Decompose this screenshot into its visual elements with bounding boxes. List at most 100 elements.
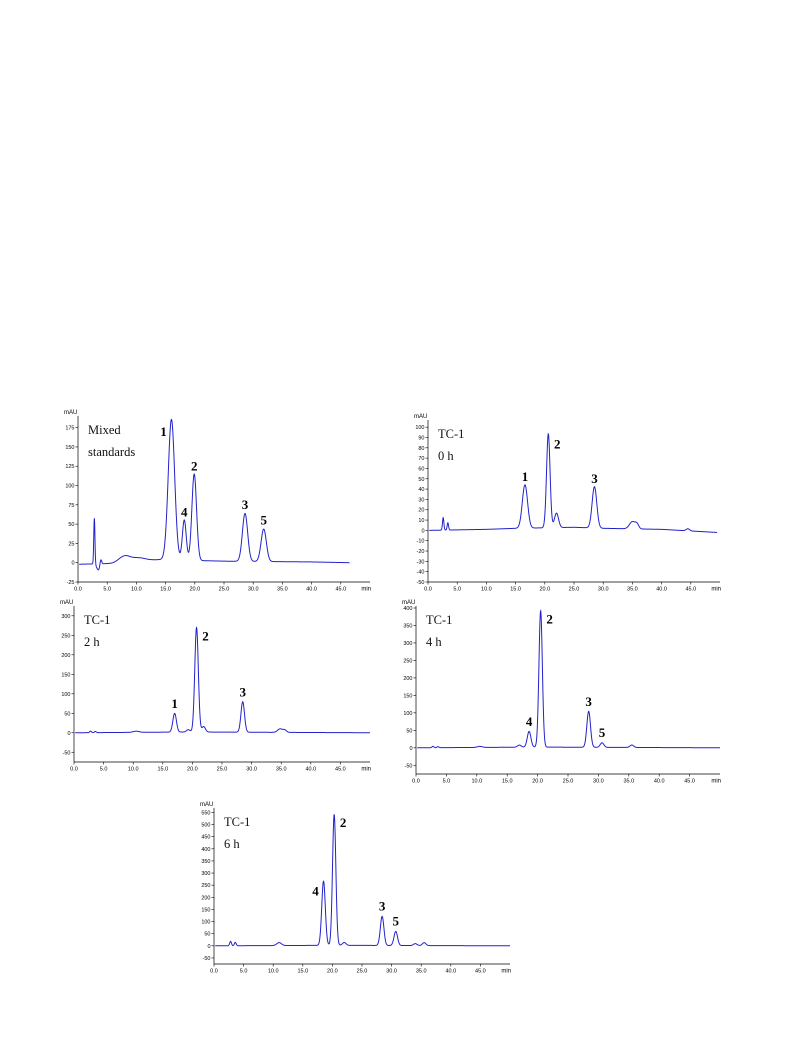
chart-4-xtick-label-1: 5.0 — [240, 969, 248, 975]
chart-0-ylabel: mAU — [64, 410, 77, 416]
chart-0-peak-label-5: 5 — [260, 512, 267, 527]
chart-0-ytick-label-0: -25 — [67, 580, 75, 586]
chart-1-xtick-label-2: 10.0 — [481, 587, 492, 593]
chart-0-ytick-label-2: 25 — [68, 541, 74, 547]
chart-4-xtick-label-3: 15.0 — [297, 969, 308, 975]
chart-3-ytick-label-7: 300 — [403, 641, 412, 647]
chart-1-ytick-label-6: 10 — [418, 518, 424, 524]
chart-0-xtick-label-6: 30.0 — [248, 587, 259, 593]
chart-3-peak-label-5: 5 — [599, 725, 606, 740]
chart-1-xtick-label-5: 25.0 — [569, 587, 580, 593]
chart-4-ytick-label-10: 450 — [201, 835, 210, 841]
chart-2-ytick-label-2: 50 — [64, 711, 70, 717]
chart-0-xtick-label-1: 5.0 — [103, 587, 111, 593]
chart-0-xlabel: min — [361, 587, 371, 593]
chart-0-peak-label-2: 2 — [191, 458, 198, 473]
chart-3-ytick-label-3: 100 — [403, 711, 412, 717]
chromatogram-tc1-2h: mAU -50 0 50 100 150 200 250 300 0.0 5.0 10.0 15.0 20… — [60, 600, 371, 773]
chart-0-annotation-line-0: Mixed — [88, 423, 121, 437]
chart-3-ytick-label-9: 400 — [403, 606, 412, 612]
chart-2-trace-line — [75, 626, 370, 734]
chart-3-ytick-label-4: 150 — [403, 693, 412, 699]
chart-2-xtick-label-4: 20.0 — [187, 767, 198, 773]
chart-0-xtick-label-4: 20.0 — [189, 587, 200, 593]
chart-4-ytick-label-3: 100 — [201, 920, 210, 926]
chart-4-xtick-label-0: 0.0 — [210, 969, 218, 975]
chart-2-ytick-label-4: 150 — [61, 672, 70, 678]
chart-3-xlabel: min — [711, 779, 721, 785]
chart-0-xtick-label-3: 15.0 — [160, 587, 171, 593]
chart-1-ytick-label-14: 90 — [418, 435, 424, 441]
chart-0-xtick-label-0: 0.0 — [74, 587, 82, 593]
chart-2-ytick-label-0: -50 — [63, 750, 71, 756]
chart-2-ytick-label-3: 100 — [61, 692, 70, 698]
chart-0-xtick-label-8: 40.0 — [306, 587, 317, 593]
chart-2-xlabel: min — [361, 767, 371, 773]
chart-2-ytick-label-6: 250 — [61, 633, 70, 639]
chart-4-xtick-label-9: 45.0 — [475, 969, 486, 975]
chart-2-peak-label-3: 3 — [239, 684, 246, 699]
chart-1-ytick-label-4: -10 — [417, 539, 425, 545]
chart-3-ytick-label-6: 250 — [403, 658, 412, 664]
chart-1-xlabel: min — [711, 587, 721, 593]
chart-2-xtick-label-8: 40.0 — [305, 767, 316, 773]
chart-2-annotation-line-1: 2 h — [84, 635, 100, 649]
chart-0-ytick-label-3: 50 — [68, 522, 74, 528]
chart-3-xtick-label-0: 0.0 — [412, 779, 420, 785]
chart-2-xtick-label-1: 5.0 — [100, 767, 108, 773]
chart-0-xtick-label-9: 45.0 — [335, 587, 346, 593]
chart-2-xtick-label-7: 35.0 — [276, 767, 287, 773]
chart-2-ytick-label-1: 0 — [67, 731, 70, 737]
chart-1-ytick-label-5: 0 — [421, 528, 424, 534]
chart-1-xtick-label-9: 45.0 — [685, 587, 696, 593]
chart-0-trace-line — [79, 418, 350, 571]
chromatogram-tc1-6h: mAU -50 0 50 100 150 200 250 300 350 400 450 500 550 0… — [200, 802, 511, 975]
chart-3-ytick-label-8: 350 — [403, 623, 412, 629]
chart-1-trace-line — [429, 432, 718, 533]
chart-4-ytick-label-6: 250 — [201, 883, 210, 889]
chart-2-xtick-label-3: 15.0 — [157, 767, 168, 773]
chart-2-ylabel: mAU — [60, 600, 73, 606]
chart-1-ytick-label-2: -30 — [417, 559, 425, 565]
chart-1-ytick-label-12: 70 — [418, 456, 424, 462]
chart-0-xtick-label-2: 10.0 — [131, 587, 142, 593]
chart-2-peak-label-2: 2 — [202, 628, 209, 643]
chart-0-peak-label-4: 4 — [181, 505, 188, 520]
chart-3-xtick-label-6: 30.0 — [593, 779, 604, 785]
chart-3-trace-line — [417, 609, 720, 749]
chart-1-ytick-label-10: 50 — [418, 477, 424, 483]
chart-1-annotation-line-0: TC-1 — [438, 427, 464, 441]
chart-1-peak-label-3: 3 — [591, 471, 598, 486]
chart-0-ytick-label-6: 125 — [65, 464, 74, 470]
chart-4-ytick-label-8: 350 — [201, 859, 210, 865]
chart-1-xtick-label-7: 35.0 — [627, 587, 638, 593]
chart-3-xtick-label-3: 15.0 — [502, 779, 513, 785]
chart-3-xtick-label-1: 5.0 — [443, 779, 451, 785]
chart-1-xtick-label-8: 40.0 — [656, 587, 667, 593]
chart-3-peak-label-2: 2 — [546, 611, 553, 626]
chart-1-ytick-label-15: 100 — [415, 425, 424, 431]
chart-4-trace-line — [215, 814, 510, 947]
chromatogram-tc1-0h: mAU -50 -40 -30 -20 -10 0 10 20 30 40 50 60 70 80 90 100… — [414, 414, 721, 593]
chart-4-xtick-label-7: 35.0 — [416, 969, 427, 975]
chart-4-xtick-label-8: 40.0 — [445, 969, 456, 975]
chart-4-ytick-label-2: 50 — [204, 932, 210, 938]
chart-4-peak-label-4: 4 — [312, 884, 319, 899]
chart-3-annotation-line-1: 4 h — [426, 635, 442, 649]
chart-0-ytick-label-4: 75 — [68, 503, 74, 509]
chart-2-ytick-label-7: 300 — [61, 614, 70, 620]
chart-4-ytick-label-4: 150 — [201, 907, 210, 913]
chart-3-xtick-label-7: 35.0 — [623, 779, 634, 785]
chart-1-xtick-label-4: 20.0 — [539, 587, 550, 593]
chart-0-xtick-label-7: 35.0 — [277, 587, 288, 593]
chart-1-ytick-label-8: 30 — [418, 497, 424, 503]
chart-3-peak-label-3: 3 — [585, 694, 592, 709]
chart-0-peak-label-3: 3 — [242, 497, 249, 512]
chart-3-peak-label-4: 4 — [526, 714, 533, 729]
chart-2-annotation-line-0: TC-1 — [84, 613, 110, 627]
chart-1-xtick-label-0: 0.0 — [424, 587, 432, 593]
chart-4-ytick-label-1: 0 — [207, 944, 210, 950]
chart-1-xtick-label-1: 5.0 — [453, 587, 461, 593]
chart-1-peak-label-2: 2 — [554, 436, 561, 451]
